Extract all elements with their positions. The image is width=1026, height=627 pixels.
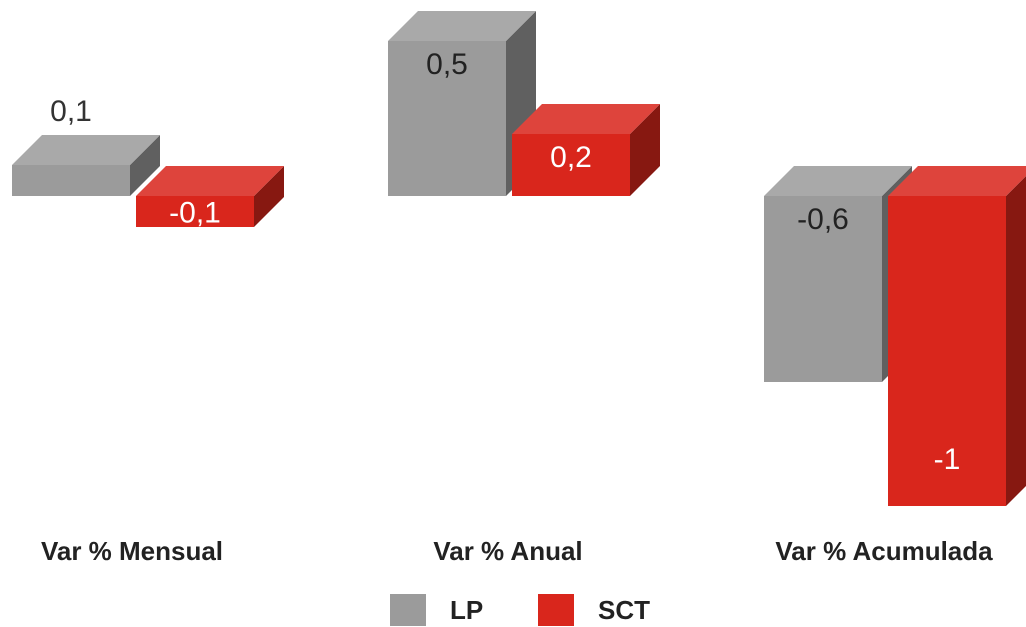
bar-top-face — [388, 11, 536, 41]
bar-top-face — [764, 166, 912, 196]
legend-item-sct: SCT — [538, 594, 650, 626]
bars-group — [12, 11, 1026, 506]
value-label-sct-0: -0,1 — [169, 197, 221, 230]
legend-label: SCT — [598, 595, 650, 625]
bar-side-face — [1006, 176, 1026, 506]
bar-sct-2 — [888, 166, 1026, 506]
value-label-lp-0: 0,1 — [50, 95, 92, 128]
value-label-sct-2: -1 — [934, 443, 961, 476]
bar-front-face — [512, 134, 630, 196]
bar-front-face — [12, 165, 130, 196]
value-labels-group: 0,1 0,5 -0,6 -0,1 0,2 -1 — [48, 48, 961, 476]
value-label-lp-1: 0,5 — [426, 48, 468, 81]
value-label-lp-2: -0,6 — [797, 203, 849, 236]
legend: LP SCT — [390, 594, 650, 626]
bar-lp-0 — [12, 135, 160, 196]
legend-label: LP — [450, 595, 483, 625]
bar-front-face — [888, 196, 1006, 506]
bar-top-face — [888, 166, 1026, 196]
legend-swatch — [538, 594, 574, 626]
bar-front-face — [136, 196, 254, 227]
bar-side-face — [130, 135, 160, 196]
bar-sct-1 — [512, 104, 660, 196]
legend-swatch — [390, 594, 426, 626]
category-label-1: Var % Anual — [433, 536, 582, 566]
bar-top-face — [136, 166, 284, 196]
category-label-2: Var % Acumulada — [775, 536, 993, 566]
bar-side-face — [254, 166, 284, 227]
value-label-sct-1: 0,2 — [550, 141, 592, 174]
category-label-0: Var % Mensual — [41, 536, 223, 566]
bar-front-face — [388, 41, 506, 196]
bar-sct-0 — [136, 166, 284, 227]
bar-top-face — [12, 135, 160, 165]
legend-item-lp: LP — [390, 594, 483, 626]
bar-top-face — [512, 104, 660, 134]
bar-front-face — [764, 196, 882, 382]
bar-side-face — [630, 104, 660, 196]
category-labels-group: Var % Mensual Var % Anual Var % Acumulada — [41, 536, 993, 566]
